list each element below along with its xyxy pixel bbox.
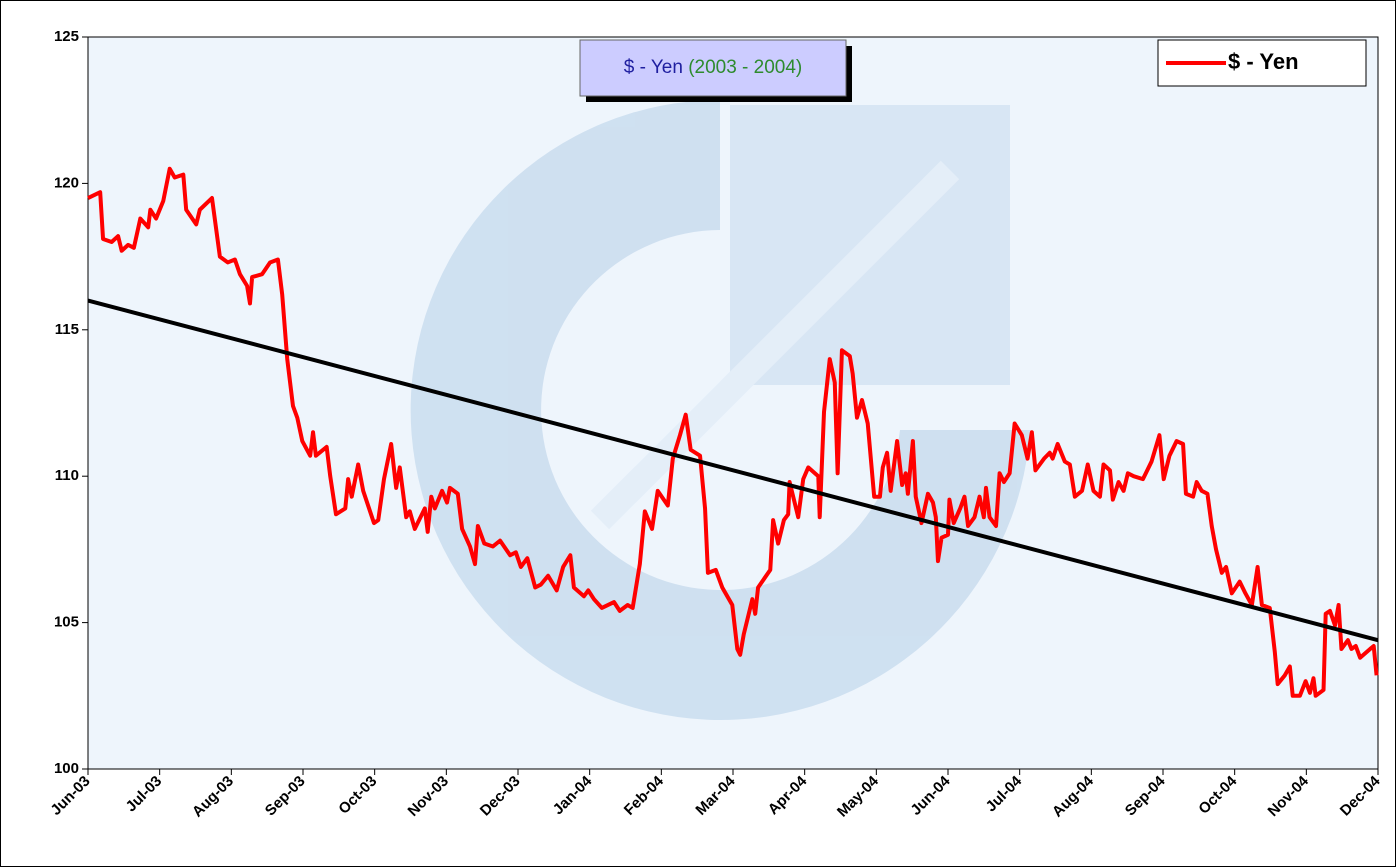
y-tick-label: 125 [54, 28, 79, 45]
legend-label: $ - Yen [1228, 49, 1299, 74]
y-tick-label: 100 [54, 760, 79, 777]
chart-title: $ - Yen (2003 - 2004) [624, 57, 803, 78]
y-tick-label: 120 [54, 174, 79, 191]
title-box [579, 39, 847, 97]
y-tick-label: 105 [54, 614, 79, 631]
title: $ - Yen [624, 57, 683, 78]
y-tick-label: 115 [55, 321, 79, 338]
y-tick-label: 110 [55, 467, 79, 484]
series-line [87, 166, 1379, 698]
trend-line [87, 298, 1379, 643]
subtitle: (2003 - 2004) [688, 57, 802, 78]
